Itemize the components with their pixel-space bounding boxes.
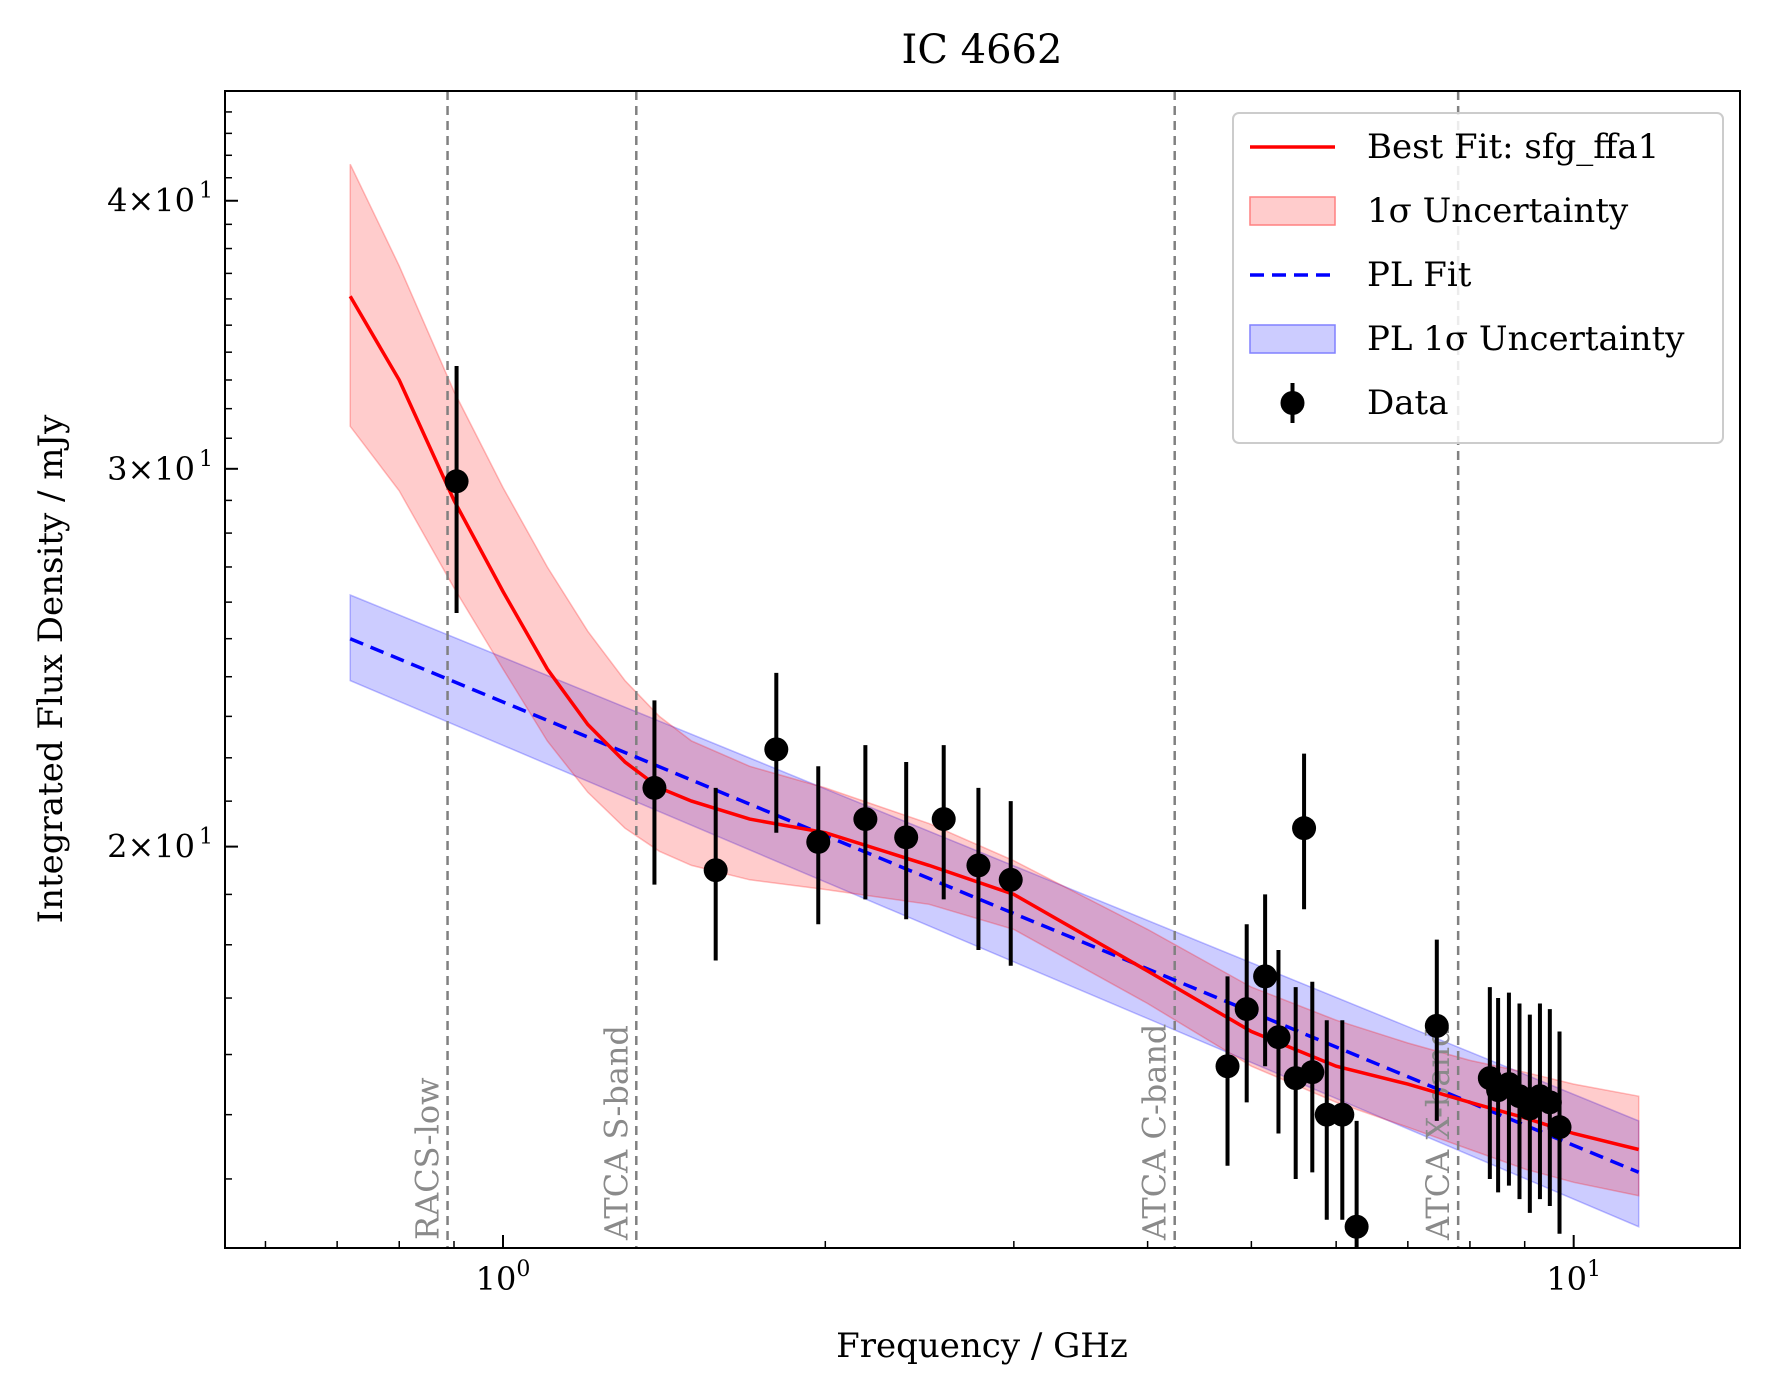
legend-label: Data <box>1367 383 1448 423</box>
data-point <box>1300 1060 1325 1085</box>
chart-title: IC 4662 <box>902 27 1063 73</box>
data-point <box>642 775 667 800</box>
y-tick-label: 2×10 <box>107 828 195 866</box>
data-point <box>1330 1102 1355 1127</box>
x-axis-label: Frequency / GHz <box>836 1326 1128 1366</box>
x-tick-label: 101 <box>1546 1257 1601 1298</box>
data-point <box>1253 964 1278 989</box>
data-point <box>1537 1090 1562 1115</box>
band-label: RACS-low <box>409 1078 447 1240</box>
data-point <box>764 737 789 762</box>
data-point <box>931 807 956 832</box>
data-point <box>1266 1025 1291 1050</box>
data-point <box>703 858 728 883</box>
legend-swatch-band <box>1249 324 1336 354</box>
y-tick-exponent: 1 <box>199 179 213 204</box>
band-label: ATCA C-band <box>1136 1024 1174 1241</box>
band-label: ATCA S-band <box>597 1025 635 1241</box>
y-tick-exponent: 1 <box>199 825 213 850</box>
data-point <box>1292 816 1317 841</box>
data-point <box>1344 1214 1369 1239</box>
plot-frame <box>224 90 1741 1249</box>
data-point <box>444 469 469 494</box>
y-axis-label: Integrated Flux Density / mJy <box>31 414 71 924</box>
data-point <box>1215 1054 1240 1079</box>
legend-swatch-band <box>1249 196 1336 226</box>
data-point <box>1547 1115 1572 1140</box>
y-tick-exponent: 1 <box>199 447 213 472</box>
legend-label: Best Fit: sfg_ffa1 <box>1367 127 1659 167</box>
x-tick-label: 100 <box>476 1257 531 1298</box>
legend-label: PL Fit <box>1367 255 1472 295</box>
data-point <box>1424 1013 1449 1038</box>
data-point <box>1234 997 1259 1022</box>
y-tick-label: 4×10 <box>107 182 195 220</box>
legend-label: 1σ Uncertainty <box>1367 191 1629 231</box>
data-point <box>853 807 878 832</box>
legend-label: PL 1σ Uncertainty <box>1367 319 1685 359</box>
pl-fit-line <box>349 637 1640 1174</box>
data-point <box>806 829 831 854</box>
data-point <box>998 867 1023 892</box>
data-point <box>894 825 919 850</box>
legend-swatch-marker <box>1280 391 1305 415</box>
legend-box <box>1232 112 1724 444</box>
data-point <box>966 853 991 878</box>
y-tick-label: 3×10 <box>107 450 195 488</box>
